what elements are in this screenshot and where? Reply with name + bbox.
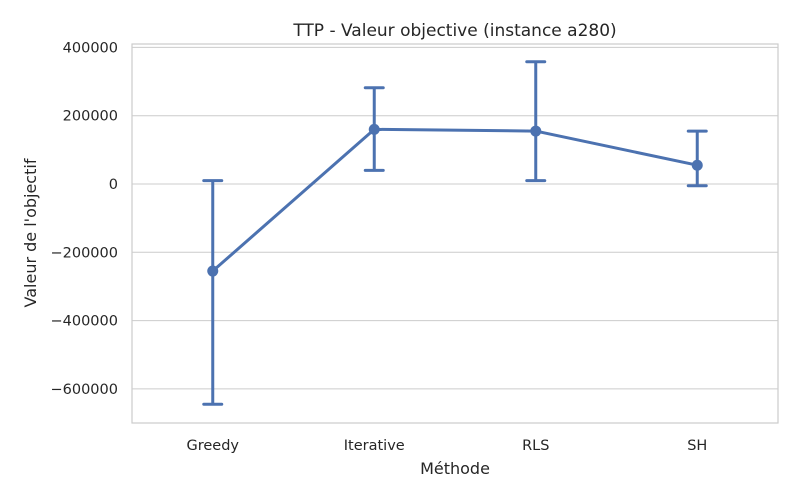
data-point	[691, 159, 703, 171]
series-line	[211, 127, 698, 273]
x-axis-label: Méthode	[420, 459, 490, 478]
series-layer	[202, 60, 708, 406]
chart-title: TTP - Valeur objective (instance a280)	[292, 21, 616, 41]
x-tick-labels: Greedy Iterative RLS SH	[186, 438, 707, 454]
y-gridlines	[132, 46, 778, 390]
x-tick-label: Greedy	[186, 438, 239, 454]
y-tick-labels: −600000 −400000 −200000 0 200000 400000	[50, 40, 118, 397]
x-tick-label: RLS	[522, 438, 549, 454]
y-tick-label: −200000	[50, 245, 118, 261]
y-tick-label: 200000	[63, 109, 118, 125]
y-tick-label: −600000	[50, 382, 118, 398]
x-tick-label: SH	[687, 438, 707, 454]
data-point	[207, 265, 219, 277]
data-point	[530, 125, 542, 137]
y-tick-label: 400000	[63, 40, 118, 56]
x-tick-label: Iterative	[344, 438, 405, 454]
y-axis-label: Valeur de l'objectif	[21, 158, 40, 307]
y-tick-label: −400000	[50, 314, 118, 330]
plot-frame	[131, 43, 779, 424]
data-point	[368, 123, 380, 135]
y-tick-label: 0	[109, 177, 118, 193]
